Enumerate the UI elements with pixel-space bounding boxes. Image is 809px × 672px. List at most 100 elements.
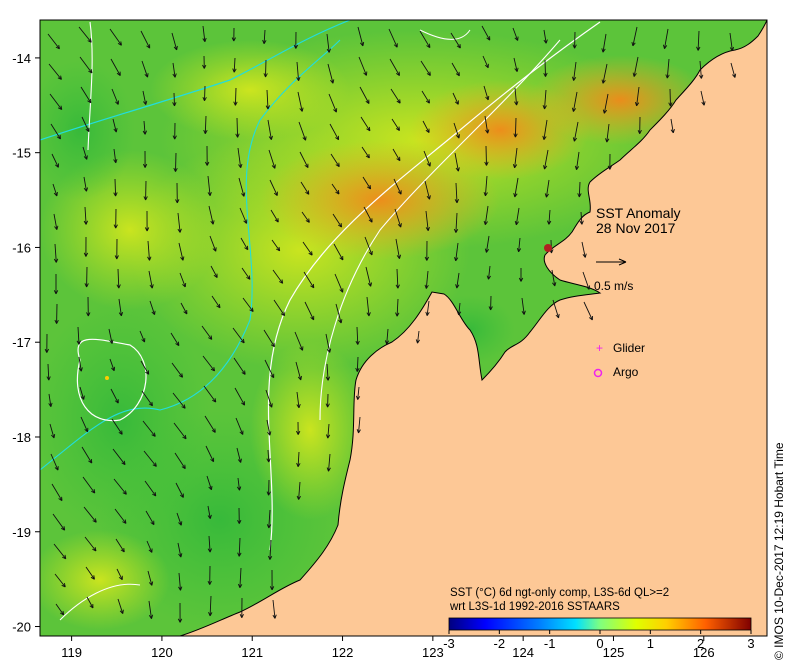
argo-legend-label: Argo [613, 365, 639, 379]
current-vector-arrow [456, 302, 462, 316]
velocity-scale-label: 0.5 m/s [594, 279, 633, 293]
current-vector-arrow [452, 92, 459, 105]
current-vector-arrow [148, 600, 154, 619]
colorbar-ticks: -3 -2 -1 0 1 2 3 [443, 630, 755, 651]
current-vector-arrow [419, 30, 431, 49]
current-vector-arrow [665, 58, 670, 79]
current-vector-arrow [263, 59, 268, 78]
current-vector-arrow [202, 85, 207, 102]
current-vector-arrow [700, 90, 706, 106]
current-vector-arrow [514, 87, 519, 106]
current-vector-arrow [263, 329, 275, 348]
current-vector-arrow [78, 356, 83, 372]
current-vector-arrow [299, 151, 309, 169]
current-vector-arrow [238, 177, 246, 197]
current-vector-arrow [266, 479, 271, 496]
current-vector-arrow [421, 90, 430, 104]
x-tick-label: 125 [603, 645, 625, 660]
current-vector-arrow [424, 270, 429, 289]
current-vector-arrow [52, 513, 66, 531]
current-vector-arrow [552, 299, 560, 319]
current-vector-arrow [239, 597, 244, 618]
current-vector-arrow [174, 452, 186, 470]
current-vector-arrow [210, 265, 218, 278]
current-vector-arrow [116, 568, 123, 581]
colorbar [448, 617, 752, 631]
current-vector-arrow [334, 273, 344, 293]
current-vector-arrow [670, 118, 675, 134]
current-vector-arrow [208, 205, 215, 225]
current-vector-arrow [148, 270, 154, 289]
current-vector-arrow [235, 117, 240, 138]
current-vector-arrow [266, 449, 271, 463]
current-vector-arrow [207, 565, 212, 585]
current-vector-arrow [142, 150, 148, 168]
current-vector-arrow [483, 85, 490, 101]
current-vector-arrow [117, 598, 124, 615]
current-vector-arrow [48, 393, 53, 407]
current-vector-arrow [301, 211, 310, 223]
current-vector-arrow [234, 387, 246, 406]
current-vector-arrow [360, 116, 371, 132]
current-vector-arrow [81, 116, 90, 133]
current-vector-arrow [394, 208, 402, 228]
current-vector-arrow [85, 566, 95, 580]
current-vector-arrow [272, 269, 284, 284]
current-vector-arrow [602, 93, 609, 114]
velocity-scale-arrowhead [618, 258, 627, 266]
current-vector-arrow [147, 240, 152, 261]
current-vector-arrow [325, 393, 330, 408]
current-vector-arrow [357, 26, 365, 47]
current-vector-arrow [115, 538, 125, 553]
current-vector-arrow [112, 118, 118, 133]
current-vector-arrow [202, 355, 216, 372]
current-vector-arrow [116, 268, 121, 289]
current-vector-arrow [454, 242, 459, 262]
current-vector-arrow [180, 302, 188, 315]
current-vector-arrow [175, 182, 180, 204]
y-tick-label: -17 [12, 335, 31, 350]
current-vector-arrow [51, 153, 59, 168]
current-vector-arrow [144, 210, 150, 232]
current-vector-arrow [179, 272, 187, 288]
current-vector-arrow [242, 297, 254, 313]
y-tick-label: -19 [12, 525, 31, 540]
x-tick-label: 126 [693, 645, 715, 660]
current-vector-arrow [53, 213, 59, 230]
current-vector-arrow [204, 145, 210, 166]
current-vector-arrow [232, 327, 245, 344]
current-vector-arrow [236, 477, 242, 491]
current-vector-arrow [79, 56, 93, 74]
current-vector-arrow [326, 453, 331, 472]
current-vector-arrow [601, 63, 608, 84]
map-title: SST Anomaly [596, 205, 681, 221]
y-axis: -14 -15 -16 -17 -18 -19 -20 [12, 51, 40, 635]
current-vector-arrow [204, 415, 216, 433]
colorbar-tick-label: -2 [494, 636, 506, 651]
current-vector-arrow [113, 208, 118, 229]
current-vector-arrow [266, 419, 272, 436]
current-vector-arrow [203, 115, 208, 135]
current-vector-arrow [453, 122, 460, 139]
current-vector-arrow [81, 446, 93, 464]
current-vector-arrow [389, 58, 400, 76]
y-tick-label: -20 [12, 620, 31, 635]
current-vector-arrow [484, 115, 490, 134]
current-vector-arrow [637, 116, 642, 135]
current-vector-arrow [518, 268, 524, 282]
current-vector-arrow [177, 602, 183, 623]
current-vector-arrow [50, 123, 61, 140]
current-vector-arrow [699, 60, 704, 79]
current-vector-arrow [543, 29, 548, 44]
current-vector-arrow [583, 301, 593, 321]
current-vector-arrow [142, 90, 148, 105]
current-vector-arrow [46, 363, 51, 381]
current-vector-arrow [206, 475, 213, 491]
current-vector-arrow [110, 58, 121, 76]
current-vector-arrow [581, 241, 587, 258]
glider-legend-label: Glider [613, 341, 645, 355]
current-vector-arrow [296, 481, 301, 500]
current-vector-arrow [83, 206, 89, 225]
current-vector-arrow [84, 266, 89, 288]
